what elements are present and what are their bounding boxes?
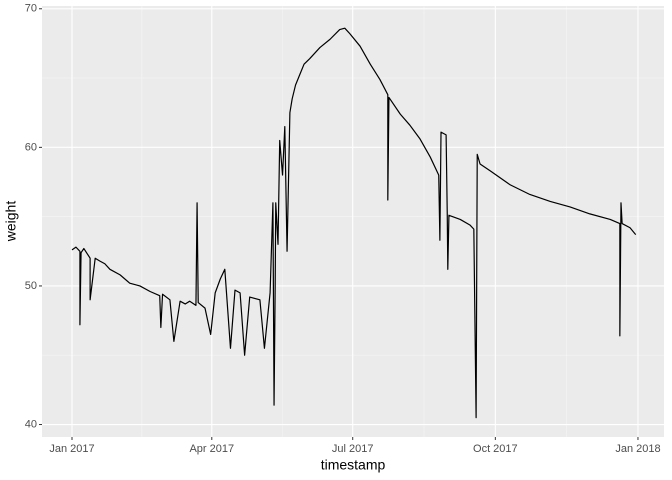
y-axis-title: weight	[3, 201, 19, 243]
x-tick-label: Jan 2017	[49, 443, 94, 455]
x-tick-label: Apr 2017	[189, 443, 234, 455]
x-tick-label: Oct 2017	[473, 443, 518, 455]
y-tick-label: 50	[25, 280, 37, 292]
x-axis-title: timestamp	[321, 457, 386, 473]
y-tick-label: 60	[25, 141, 37, 153]
y-tick-label: 40	[25, 418, 37, 430]
x-tick-label: Jan 2018	[615, 443, 660, 455]
y-tick-label: 70	[25, 3, 37, 15]
x-tick-label: Jul 2017	[332, 443, 374, 455]
data-line	[71, 27, 637, 419]
